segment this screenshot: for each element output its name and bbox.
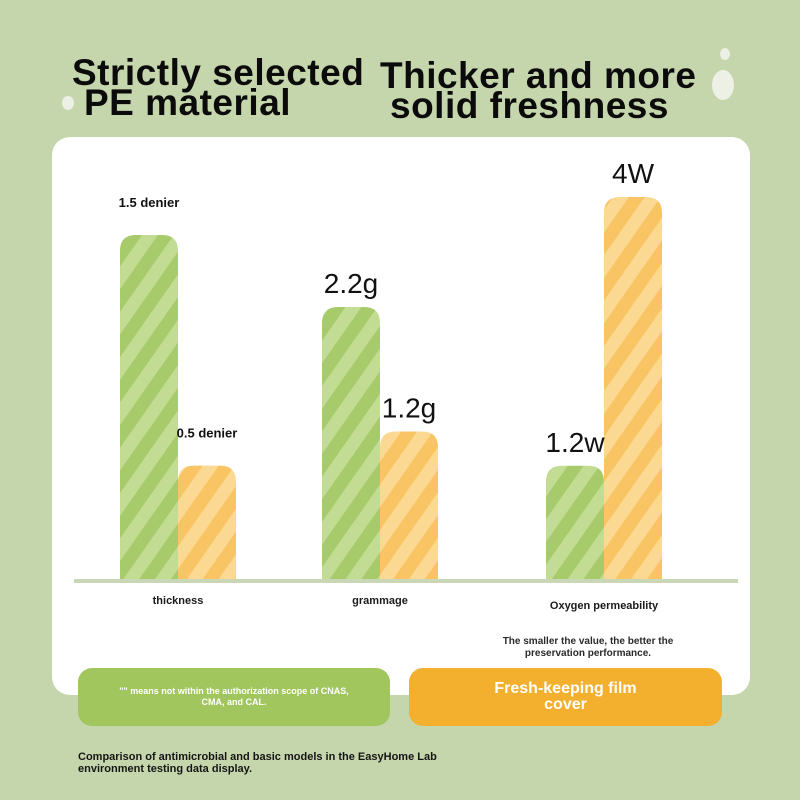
decorative-blob — [720, 48, 730, 60]
category-label-2: Oxygen permeability — [550, 600, 659, 612]
decorative-blob — [712, 70, 734, 100]
footer-text: Comparison of antimicrobial and basic mo… — [78, 751, 437, 775]
data-label-green-0: 1.5 denier — [119, 195, 180, 210]
bar-green-grammage — [322, 307, 380, 581]
left-title-line2: PE material — [84, 82, 292, 123]
data-label-orange-1: 1.2g — [382, 393, 437, 424]
left-title: Strictly selected PE material — [72, 54, 364, 123]
data-label-green-1: 2.2g — [324, 268, 379, 299]
data-label-orange-0: 0.5 denier — [177, 426, 238, 441]
bar-chart: 1.5 denier 0.5 denier thickness 2.2g 1.2g gra… — [74, 158, 738, 612]
left-title-line1: Strictly selected — [72, 52, 365, 93]
right-title: Thicker and more solid freshness — [380, 57, 696, 126]
chart-panel: 1.5 denier 0.5 denier thickness 2.2g 1.2g gra… — [52, 137, 750, 695]
fresh-keeping-button[interactable]: Fresh-keeping film cover — [409, 668, 722, 726]
bar-orange-grammage — [380, 431, 438, 581]
decorative-blob — [62, 96, 74, 110]
category-label-1: grammage — [352, 595, 408, 607]
bar-green-thickness — [120, 235, 178, 581]
note-text: The smaller the value, the better the pr… — [502, 636, 674, 659]
right-title-line2: solid freshness — [390, 85, 669, 126]
bar-orange-thickness — [178, 465, 236, 581]
fresh-keeping-text: Fresh-keeping film cover — [494, 680, 637, 713]
bar-green-oxygen-permeability — [546, 465, 604, 581]
cnas-scope-text: "" means not within the authorization sc… — [119, 686, 349, 707]
right-title-line1: Thicker and more — [380, 55, 697, 96]
data-label-orange-2: 4W — [612, 158, 655, 189]
bar-orange-oxygen-permeability — [604, 197, 662, 581]
data-label-green-2: 1.2w — [545, 427, 605, 458]
cnas-scope-button[interactable]: "" means not within the authorization sc… — [78, 668, 390, 726]
category-label-0: thickness — [153, 595, 204, 607]
